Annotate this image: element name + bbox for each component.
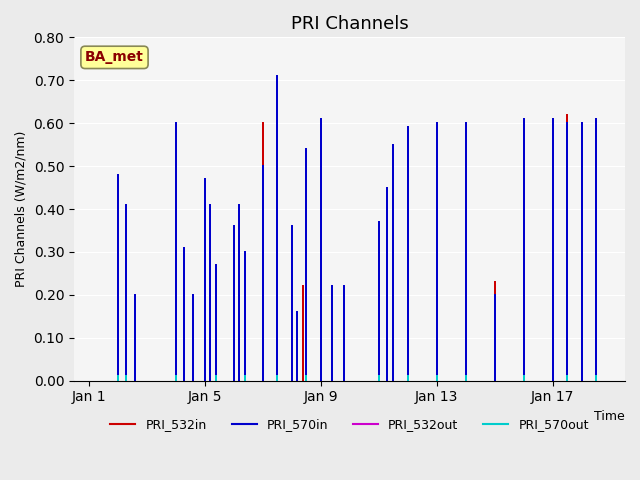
Legend: PRI_532in, PRI_570in, PRI_532out, PRI_570out: PRI_532in, PRI_570in, PRI_532out, PRI_57… [105,413,594,436]
X-axis label: Time: Time [595,410,625,423]
Text: BA_met: BA_met [85,50,144,64]
Title: PRI Channels: PRI Channels [291,15,408,33]
Y-axis label: PRI Channels (W/m2/nm): PRI Channels (W/m2/nm) [15,131,28,287]
